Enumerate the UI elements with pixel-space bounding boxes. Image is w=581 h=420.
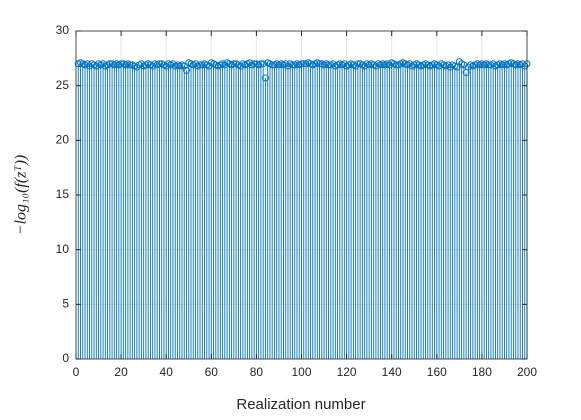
y-tick-label: 5	[62, 297, 69, 311]
x-tick-label: 120	[337, 365, 357, 379]
stem-marker	[288, 61, 296, 69]
y-tick-label: 0	[62, 351, 69, 365]
stem-marker	[133, 63, 141, 71]
stem-marker	[268, 61, 276, 69]
stem-marker	[86, 62, 94, 70]
stem-marker	[298, 60, 305, 68]
stem-marker	[325, 61, 333, 69]
stem-marker	[489, 60, 497, 68]
x-tick-label: 40	[160, 365, 174, 379]
stem-marker	[162, 62, 170, 70]
x-tick-label: 160	[427, 365, 447, 379]
x-tick-label: 180	[472, 365, 492, 379]
stem-marker	[182, 66, 190, 74]
stem-marker	[372, 62, 380, 70]
stem-marker	[192, 60, 200, 68]
x-tick-label: 20	[114, 365, 128, 379]
x-tick-label: 0	[73, 365, 80, 379]
stem-marker	[99, 60, 107, 68]
x-tick-label: 200	[517, 365, 537, 379]
stem-marker	[261, 74, 269, 82]
stem-marker	[92, 62, 100, 70]
stem-marker	[126, 61, 134, 69]
x-tick-label: 60	[205, 365, 219, 379]
stem-marker	[329, 60, 337, 68]
stem-marker	[259, 60, 267, 68]
stem-marker	[237, 62, 245, 70]
y-tick-label: 20	[56, 133, 70, 147]
stem-marker	[149, 62, 157, 70]
stem-marker	[340, 60, 348, 68]
x-tick-label: 140	[382, 365, 402, 379]
stem-marker	[196, 61, 204, 69]
stem-marker	[155, 60, 163, 68]
stem-marker	[354, 60, 362, 68]
y-axis-label: −log₁₀(f(zᵀ))	[13, 155, 30, 236]
stem-marker	[455, 58, 463, 66]
stem-marker	[246, 59, 254, 67]
stem-marker	[250, 60, 258, 68]
stem-marker	[83, 60, 91, 68]
stem-marker	[444, 61, 452, 69]
stem-marker	[485, 61, 493, 69]
stem-marker	[117, 60, 125, 68]
stem-marker	[300, 60, 308, 68]
y-tick-label: 10	[56, 242, 70, 256]
stem-marker	[435, 62, 443, 70]
x-tick-label: 80	[250, 365, 264, 379]
stem-marker	[169, 60, 177, 68]
stem-marker	[392, 61, 400, 69]
stem-marker	[406, 60, 414, 68]
stem-marker	[230, 60, 238, 68]
stem-marker	[385, 61, 393, 69]
stem-marker	[221, 61, 229, 69]
y-tick-label: 15	[56, 187, 70, 201]
stem-marker	[464, 63, 472, 71]
stem-marker	[446, 63, 454, 71]
y-tick-label: 25	[56, 78, 70, 92]
stem-marker	[257, 60, 265, 68]
stem-marker	[137, 60, 145, 68]
y-tick-label: 30	[56, 23, 70, 37]
stem-marker	[106, 60, 114, 68]
x-tick-label: 100	[291, 365, 311, 379]
stem-marker	[361, 62, 369, 70]
stem-marker	[521, 62, 529, 70]
stem-marker	[282, 60, 290, 68]
stem-marker	[316, 60, 324, 68]
stem-marker	[518, 60, 526, 68]
x-axis-label: Realization number	[236, 396, 365, 413]
stem-marker	[284, 62, 292, 70]
